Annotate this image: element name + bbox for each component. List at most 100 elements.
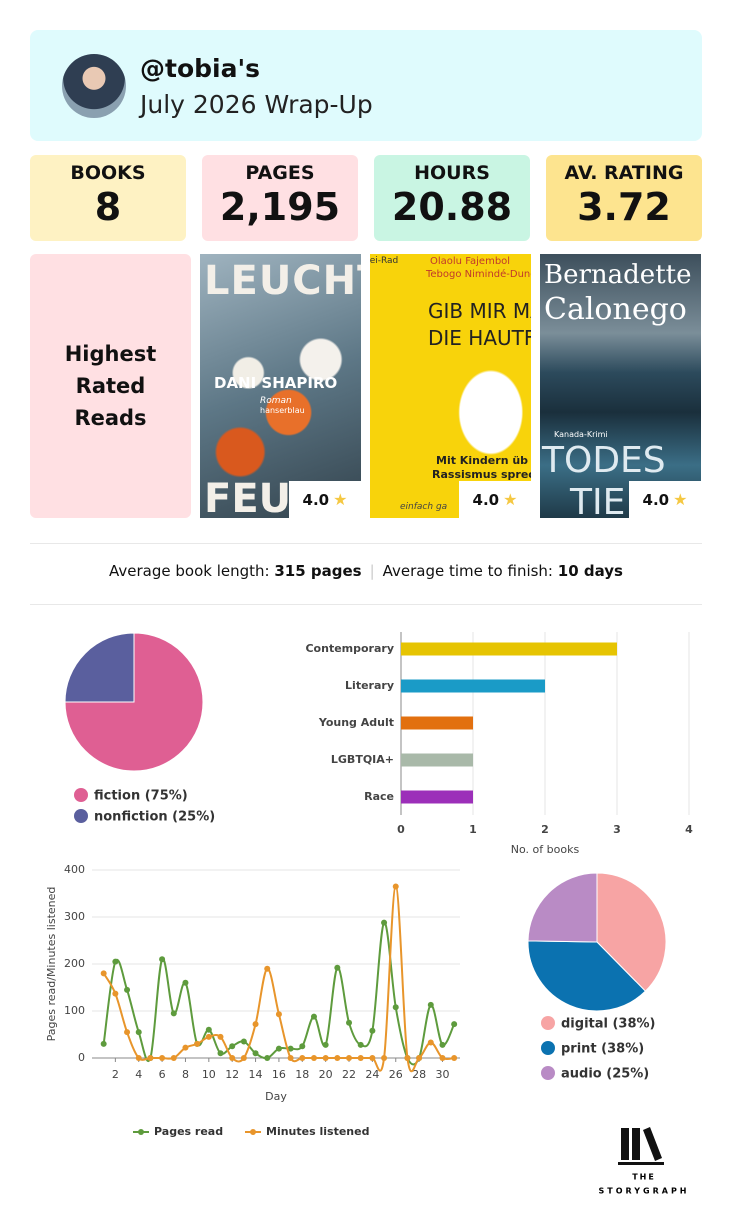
- point: [194, 1040, 201, 1047]
- x-tick-label: 28: [412, 1068, 426, 1081]
- cover-text: Mit Kindern üb: [436, 454, 529, 467]
- cover-text: Calonego: [544, 292, 687, 327]
- point: [439, 1055, 446, 1061]
- username: @tobia's: [140, 54, 260, 83]
- cover-text: nei-Rad: [370, 256, 399, 266]
- x-tick-label: 2: [541, 823, 549, 836]
- point: [381, 919, 388, 926]
- point: [159, 1055, 166, 1061]
- point: [299, 1043, 306, 1050]
- cover-text: DANI SHAPIRO: [214, 374, 338, 392]
- point: [334, 964, 341, 971]
- rating-badge: 4.0 ★: [459, 481, 531, 518]
- point: [182, 979, 189, 986]
- bar: [401, 642, 617, 656]
- legend-swatch: [250, 1129, 256, 1135]
- wrap-up-title: July 2026 Wrap-Up: [140, 90, 373, 119]
- point: [451, 1021, 458, 1028]
- pie-slice: [527, 872, 598, 943]
- point: [427, 1039, 434, 1046]
- legend-swatch: [138, 1129, 144, 1135]
- cover-text: LEUCHT: [204, 258, 361, 304]
- bar: [401, 716, 473, 730]
- point: [275, 1045, 282, 1052]
- legend-label: digital (38%): [561, 1017, 656, 1032]
- logo-text: STORYGRAPH: [598, 1187, 689, 1196]
- legend-swatch: [541, 1066, 555, 1080]
- point: [357, 1041, 364, 1048]
- x-tick-label: 12: [225, 1068, 239, 1081]
- x-tick-label: 24: [365, 1068, 379, 1081]
- point: [275, 1011, 282, 1018]
- legend-label: fiction (75%): [94, 789, 188, 804]
- highest-rated-card: Highest Rated Reads: [30, 254, 191, 518]
- x-tick-label: 20: [319, 1068, 333, 1081]
- point: [346, 1055, 353, 1061]
- y-tick-label: 200: [64, 957, 85, 970]
- point: [310, 1055, 317, 1061]
- cover-text: Tebogo Nimindé-Dund: [426, 269, 531, 280]
- point: [229, 1055, 236, 1061]
- highest-rated-title: Highest Rated Reads: [64, 342, 157, 430]
- point: [182, 1044, 189, 1051]
- x-tick-label: 18: [295, 1068, 309, 1081]
- x-tick-label: 30: [435, 1068, 449, 1081]
- point: [217, 1050, 224, 1057]
- stat-label: BOOKS: [70, 162, 146, 184]
- rating: 4.0: [642, 490, 670, 509]
- divider: [30, 604, 702, 605]
- point: [451, 1055, 458, 1061]
- point: [100, 1040, 107, 1047]
- point: [112, 990, 119, 997]
- y-tick-label: 300: [64, 910, 85, 923]
- stat-label: HOURS: [414, 162, 490, 184]
- avg-value: 10 days: [557, 562, 623, 580]
- point: [252, 1050, 259, 1057]
- legend-label: Minutes listened: [266, 1125, 369, 1138]
- x-tick-label: 3: [613, 823, 621, 836]
- legend-swatch: [74, 809, 88, 823]
- y-axis-label: Pages read/Minutes listened: [45, 887, 58, 1042]
- stat-value: 3.72: [577, 185, 671, 229]
- x-tick-label: 22: [342, 1068, 356, 1081]
- avg-label: Average time to finish:: [382, 562, 553, 580]
- bar: [401, 790, 473, 804]
- category-label: Race: [364, 790, 394, 803]
- legend-label: Pages read: [154, 1125, 223, 1138]
- avg-label: Average book length:: [109, 562, 270, 580]
- point: [287, 1055, 294, 1061]
- rating-badge: 4.0 ★: [629, 481, 701, 518]
- legend-swatch: [74, 788, 88, 802]
- stat-card: PAGES 2,195: [202, 155, 358, 241]
- point: [112, 958, 119, 965]
- point: [369, 1027, 376, 1034]
- separator: |: [369, 562, 375, 580]
- x-tick-label: 16: [272, 1068, 286, 1081]
- stat-card: BOOKS 8: [30, 155, 186, 241]
- point: [170, 1055, 177, 1061]
- x-tick-label: 6: [159, 1068, 166, 1081]
- point: [252, 1021, 259, 1028]
- bar: [401, 753, 473, 767]
- x-tick-label: 4: [135, 1068, 142, 1081]
- cover-text: FEU: [204, 476, 292, 518]
- pie-slice: [596, 872, 667, 992]
- point: [240, 1038, 247, 1045]
- cover-text: GIB MIR MA: [428, 299, 531, 323]
- cover-text: hanserblau: [260, 406, 305, 415]
- point: [264, 965, 271, 972]
- point: [159, 956, 166, 963]
- legend-swatch: [541, 1016, 555, 1030]
- rating: 4.0: [472, 490, 500, 509]
- logo-text: THE: [632, 1173, 656, 1182]
- x-tick-label: 0: [397, 823, 405, 836]
- point: [205, 1033, 212, 1040]
- header: @tobia's July 2026 Wrap-Up: [30, 30, 702, 141]
- point: [264, 1055, 271, 1061]
- line: [102, 885, 455, 1073]
- point: [322, 1041, 329, 1048]
- point: [124, 986, 131, 993]
- logo-icon: [618, 1127, 664, 1165]
- category-label: Young Adult: [318, 716, 394, 729]
- cover-text: Roman: [260, 396, 292, 406]
